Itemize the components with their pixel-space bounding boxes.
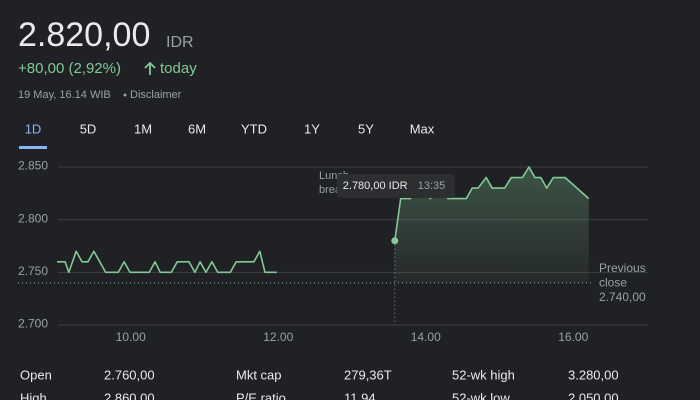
- timestamp: 19 May, 16.14 WIB: [18, 89, 111, 101]
- stat-label: P/E ratio: [236, 390, 286, 400]
- y-tick-label: 2.850: [18, 159, 48, 173]
- stat-label: Mkt cap: [236, 367, 282, 382]
- stat-label: 52-wk high: [452, 367, 515, 382]
- stat-value: 11,94: [344, 390, 376, 400]
- range-tab[interactable]: 6M: [188, 121, 206, 136]
- x-tick-label: 16.00: [558, 330, 588, 344]
- tooltip-box: [336, 174, 455, 198]
- up-arrow: [144, 61, 156, 75]
- x-tick-label: 12.00: [263, 330, 293, 344]
- range-tab[interactable]: 1M: [134, 121, 152, 136]
- stat-value: 2.760,00: [104, 367, 155, 382]
- price: 2.820,00: [18, 16, 150, 54]
- range-tab[interactable]: YTD: [241, 121, 267, 136]
- tab-underline: [19, 146, 47, 149]
- stat-label: 52-wk low: [452, 390, 510, 400]
- currency: IDR: [166, 34, 194, 51]
- change-period: today: [160, 60, 197, 77]
- stat-value: 2.860,00: [104, 390, 155, 400]
- stat-value: 2.050,00: [568, 390, 619, 400]
- range-tab[interactable]: 5Y: [358, 121, 374, 136]
- y-tick-label: 2.800: [18, 211, 48, 225]
- disclaimer[interactable]: Disclaimer: [130, 89, 182, 101]
- price-change: +80,00 (2,92%): [18, 60, 121, 77]
- range-tab[interactable]: 5D: [80, 121, 97, 136]
- x-tick-label: 10.00: [116, 330, 146, 344]
- y-tick-label: 2.700: [18, 317, 48, 331]
- stat-value: 3.280,00: [568, 367, 619, 382]
- previous-close-label: Previous: [599, 261, 646, 275]
- range-tab[interactable]: Max: [410, 121, 435, 136]
- hover-dot: [391, 237, 399, 245]
- x-tick-label: 14.00: [411, 330, 441, 344]
- stat-label: Open: [20, 367, 52, 382]
- stat-value: 279,36T: [344, 367, 392, 382]
- range-tab[interactable]: 1D: [25, 121, 42, 136]
- stat-label: High: [20, 390, 47, 400]
- range-tab[interactable]: 1Y: [304, 121, 320, 136]
- separator: [123, 93, 127, 97]
- previous-close-value: 2.740,00: [599, 290, 646, 304]
- y-tick-label: 2.750: [18, 264, 48, 278]
- tooltip-time: 13:35: [418, 180, 446, 192]
- tooltip-value: 2.780,00 IDR: [343, 180, 408, 192]
- previous-close-label: close: [599, 276, 627, 290]
